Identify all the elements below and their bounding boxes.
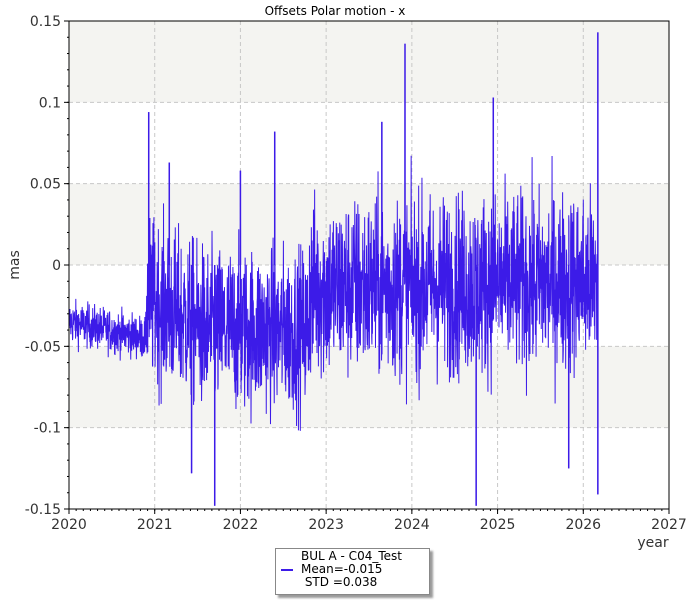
y-tick-label: -0.15 (25, 502, 61, 518)
y-tick-label: 0.05 (30, 177, 61, 193)
series-layer (68, 32, 599, 506)
x-tick-label: 2022 (223, 517, 259, 533)
y-tick-label: 0 (52, 258, 61, 274)
y-tick-label: 0.1 (39, 95, 61, 111)
band (69, 21, 669, 103)
x-tick-label: 2024 (394, 517, 430, 533)
x-tick-label: 2026 (565, 517, 601, 533)
y-tick-label: 0.15 (30, 14, 61, 30)
x-tick-label: 2027 (651, 517, 687, 533)
x-axis-label: year (637, 535, 668, 551)
x-tick-label: 2021 (137, 517, 173, 533)
legend-mean: Mean=-0.015 (301, 562, 383, 576)
x-tick-label: 2020 (51, 517, 87, 533)
legend: BUL A - C04_Test Mean=-0.015 STD =0.038 (275, 548, 430, 595)
series-line (68, 32, 599, 506)
legend-swatch (281, 569, 293, 571)
y-axis-label: mas (7, 250, 23, 280)
legend-series-name: BUL A - C04_Test (301, 549, 402, 563)
x-tick-label: 2025 (480, 517, 516, 533)
chart-title: Offsets Polar motion - x (265, 4, 406, 18)
y-tick-label: -0.05 (25, 339, 61, 355)
legend-std: STD =0.038 (301, 575, 378, 589)
y-tick-label: -0.1 (34, 421, 61, 437)
x-tick-label: 2023 (308, 517, 344, 533)
